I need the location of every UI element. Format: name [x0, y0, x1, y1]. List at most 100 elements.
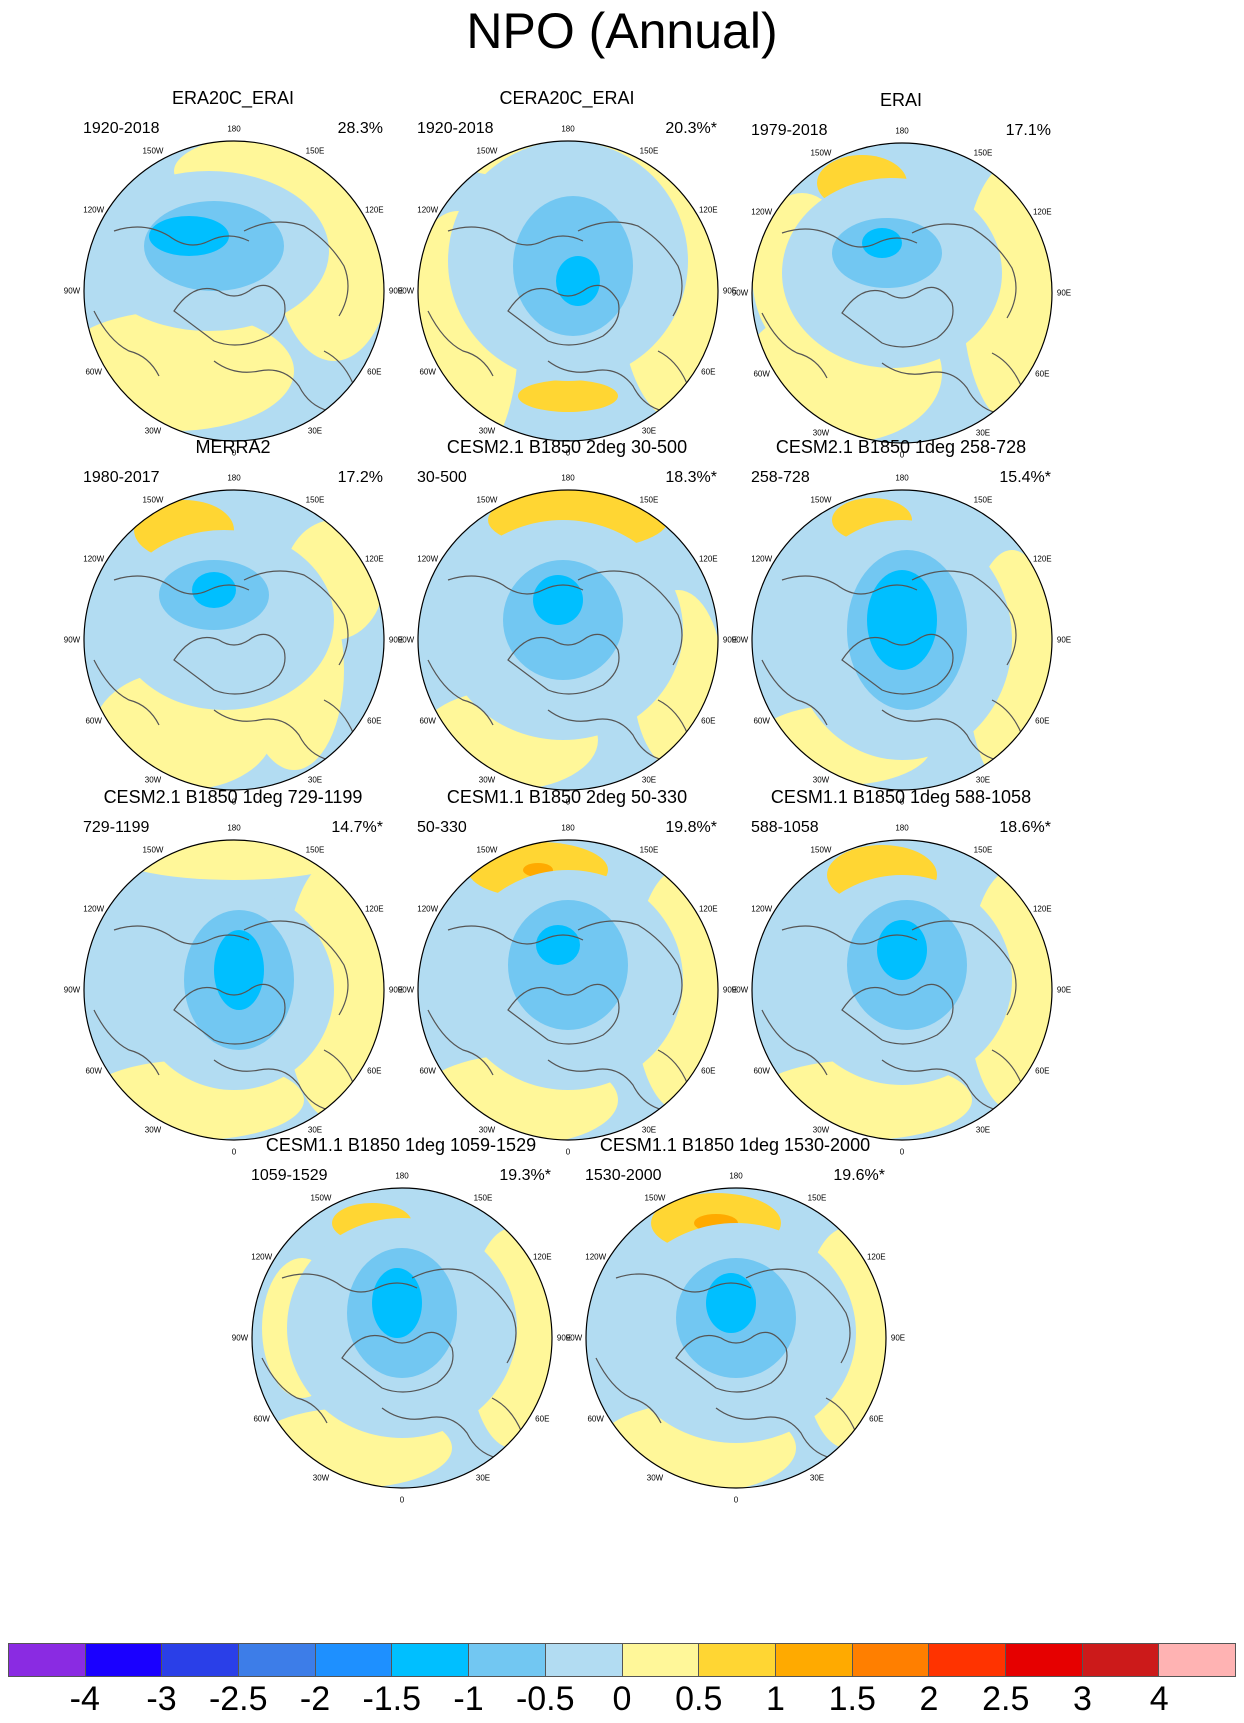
negative-anomaly-region	[508, 900, 628, 1030]
coastline	[675, 1331, 788, 1393]
colorbar-bin	[315, 1644, 393, 1676]
map-panel: CESM1.1 B1850 2deg 50-330 50-330 19.8%* 180…	[397, 787, 737, 1167]
coastline	[825, 1397, 857, 1434]
coastline	[173, 983, 286, 1045]
negative-anomaly-region	[556, 256, 600, 306]
longitude-label: 120W	[751, 207, 773, 217]
colorbar-bin	[1005, 1644, 1083, 1676]
longitude-label: 120W	[417, 205, 439, 215]
map-panel: CERA20C_ERAI 1920-2018 20.3%* 180 150E 120E 90…	[397, 88, 737, 468]
longitude-label: 90W	[565, 1333, 583, 1343]
longitude-label: 90W	[397, 635, 415, 645]
coastline	[427, 659, 494, 726]
coastline	[991, 699, 1023, 736]
polar-map	[83, 489, 385, 791]
map-boundary	[751, 839, 1053, 1141]
colorbar-tick-label: 1.5	[828, 1680, 876, 1718]
colorbar-bin	[162, 1644, 240, 1676]
panel-period: 258-728	[751, 469, 810, 486]
coastline	[841, 286, 954, 348]
colorbar-bin	[852, 1644, 930, 1676]
longitude-label: 120E	[1032, 207, 1052, 217]
longitude-label: 90E	[388, 286, 404, 296]
panel-variance-explained: 17.2%	[337, 469, 383, 486]
panel-title: CESM2.1 B1850 1deg 729-1199	[103, 787, 363, 807]
longitude-label: 30W	[812, 1125, 830, 1135]
coastline	[841, 633, 954, 695]
colorbar-tick-label: 0	[612, 1680, 632, 1718]
map-boundary	[751, 489, 1053, 791]
colorbar-tick-label: 1	[766, 1680, 785, 1718]
map-panel: ERAI 1979-2018 17.1% 180 150E 120E 90E 60E 30E 0 3…	[731, 90, 1071, 470]
longitude-label: 120E	[1032, 554, 1052, 564]
longitude-label: 120E	[698, 904, 718, 914]
longitude-label: 60E	[701, 1066, 716, 1076]
coastline	[841, 983, 954, 1045]
longitude-label: 60W	[253, 1414, 270, 1424]
panel-title: CESM2.1 B1850 2deg 30-500	[446, 437, 688, 457]
longitude-label: 120W	[83, 904, 105, 914]
longitude-label: 30E	[975, 428, 991, 438]
longitude-label: 150W	[810, 148, 832, 158]
longitude-label: 90E	[1056, 635, 1072, 645]
polar-map	[751, 142, 1053, 444]
colorbar-bin	[239, 1644, 316, 1676]
map-panel: CESM1.1 B1850 1deg 588-1058 588-1058 18.6%…	[731, 787, 1071, 1167]
polar-map	[83, 140, 385, 442]
longitude-label: 90W	[63, 286, 81, 296]
coastline	[577, 221, 683, 317]
longitude-label: 30E	[307, 1125, 323, 1135]
panel-title: CESM1.1 B1850 1deg 1059-1529	[265, 1135, 537, 1155]
coastline	[323, 1049, 355, 1086]
longitude-label: 120W	[417, 904, 439, 914]
longitude-label: 150W	[310, 1193, 332, 1203]
longitude-label: 0	[231, 1147, 237, 1157]
coastline	[761, 1009, 828, 1076]
map-panel: CESM1.1 B1850 1deg 1530-2000 1530-2000 19.…	[565, 1135, 905, 1515]
longitude-label: 30E	[641, 1125, 657, 1135]
longitude-label: 60W	[753, 1066, 770, 1076]
panel-period: 729-1199	[83, 819, 150, 836]
map-boundary	[751, 142, 1053, 444]
colorbar-tick-label: 3	[1073, 1680, 1092, 1718]
panel-period: 1530-2000	[585, 1167, 662, 1184]
longitude-label: 180	[895, 823, 909, 833]
coastline	[991, 1049, 1023, 1086]
longitude-label: 30E	[307, 775, 323, 785]
longitude-label: 90E	[722, 985, 738, 995]
panel-variance-explained: 28.3%	[337, 120, 383, 137]
coastline	[911, 223, 1017, 319]
colorbar-bin	[1082, 1644, 1160, 1676]
map-boundary	[417, 140, 719, 442]
longitude-label: 150E	[639, 845, 659, 855]
negative-anomaly-region	[536, 925, 580, 965]
longitude-label: 180	[561, 124, 575, 134]
coastline	[781, 228, 918, 248]
panel-period: 30-500	[417, 469, 467, 486]
colorbar-bin	[775, 1644, 853, 1676]
colorbar-tick-label: -1	[453, 1680, 484, 1718]
coastline	[213, 1059, 330, 1111]
coastline	[113, 226, 250, 246]
colorbar-bin	[392, 1644, 470, 1676]
longitude-label: 0	[899, 1147, 905, 1157]
longitude-label: 90W	[731, 985, 749, 995]
longitude-label: 30W	[812, 775, 830, 785]
longitude-label: 150W	[476, 845, 498, 855]
colorbar-tick-label: -0.5	[515, 1680, 575, 1718]
longitude-label: 90E	[722, 286, 738, 296]
panel-period: 588-1058	[751, 819, 819, 836]
polar-map	[417, 839, 719, 1141]
coastline	[547, 1059, 664, 1111]
longitude-label: 120E	[866, 1252, 886, 1262]
longitude-label: 180	[729, 1171, 743, 1181]
coastline	[781, 575, 918, 595]
panel-period: 1059-1529	[251, 1167, 328, 1184]
panel-title: CESM1.1 B1850 1deg 588-1058	[770, 787, 1032, 807]
panel-title: MERRA2	[195, 437, 271, 457]
panel-variance-explained: 19.8%*	[665, 819, 717, 836]
longitude-label: 90E	[890, 1333, 906, 1343]
longitude-label: 150E	[639, 495, 659, 505]
longitude-label: 30W	[812, 428, 830, 438]
longitude-label: 120E	[1032, 904, 1052, 914]
